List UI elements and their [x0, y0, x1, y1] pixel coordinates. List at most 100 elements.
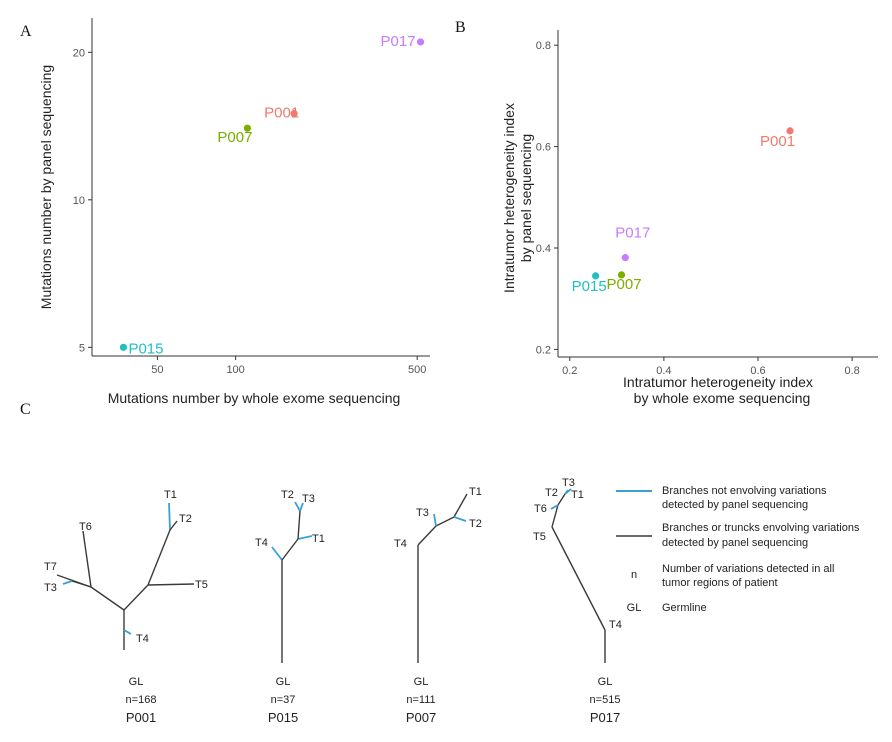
panel-label-a: A [20, 23, 32, 40]
variation-count: n=111 [406, 694, 435, 706]
node-label: T5 [195, 579, 208, 591]
data-point [416, 38, 425, 46]
variation-count: n=37 [271, 694, 296, 706]
node-label: T4 [609, 619, 622, 631]
branch [71, 580, 92, 588]
point-label: P015 [572, 278, 607, 295]
x-tick-label: 500 [408, 364, 426, 376]
node-label: T1 [164, 489, 177, 501]
y-tick-label: 0.4 [536, 243, 551, 255]
x-tick-label: 50 [151, 364, 163, 376]
blue-branch [564, 489, 569, 495]
patient-label: P015 [268, 710, 298, 725]
y-axis-title-a: Mutations number by panel sequencing [38, 65, 54, 309]
node-label: T2 [281, 489, 294, 501]
blue-branch [271, 546, 283, 561]
legend-n-text-line1: Number of variations detected in all [662, 563, 834, 575]
x-axis-title-a: Mutations number by whole exome sequenci… [108, 390, 401, 406]
patient-label: P007 [406, 710, 436, 725]
germline-label: GL [414, 676, 429, 688]
data-point [617, 271, 626, 279]
legend-gl-symbol: GL [627, 602, 642, 614]
node-label: T5 [533, 531, 546, 543]
blue-branch [123, 629, 132, 635]
germline-label: GL [129, 676, 144, 688]
tree-p007: T1 T2 T3 T4 GL n=111 P007 [394, 486, 482, 725]
node-label: T4 [394, 538, 407, 550]
branch [147, 583, 195, 586]
y-tick-label: 10 [73, 195, 85, 207]
branch [435, 516, 455, 527]
blue-branch [294, 501, 301, 512]
branch [90, 586, 125, 611]
blue-branch [550, 504, 559, 510]
branch [453, 493, 468, 518]
node-label: T1 [571, 489, 584, 501]
tree-p015: T1 T2 T3 T4 GL n=37 P015 [255, 489, 325, 725]
node-label: T2 [545, 487, 558, 499]
node-label: T3 [44, 582, 57, 594]
node-label: T3 [562, 477, 575, 489]
y-axis-title-b-line1: Intratumor heterogeneity index [501, 103, 517, 293]
point-label: P001 [760, 133, 795, 150]
blue-branch [168, 502, 171, 531]
legend-dark-text-line2: detected by panel sequencing [662, 537, 808, 549]
x-tick-label: 0.6 [750, 365, 765, 377]
legend-dark-text-line1: Branches or truncks envolving variations [662, 522, 860, 534]
legend-n-symbol: n [631, 569, 637, 581]
branch [551, 526, 606, 631]
node-label: T1 [312, 533, 325, 545]
panel-label-c: C [20, 401, 31, 418]
data-point [119, 343, 128, 351]
y-tick-label: 5 [79, 342, 85, 354]
x-axis-title-b-line1: Intratumor heterogeneity index [623, 374, 813, 390]
branch [417, 525, 437, 546]
blue-branch [453, 516, 467, 522]
data-point [290, 109, 298, 118]
scatter-chart-a: Mutations number by whole exome sequenci… [38, 18, 430, 406]
node-label: T4 [255, 537, 268, 549]
y-tick-label: 0.6 [536, 142, 551, 154]
tree-p001: T1 T2 T3 T4 T5 T6 T7 GL n=168 P001 [44, 489, 208, 725]
blue-branch [62, 580, 73, 585]
node-label: T6 [79, 521, 92, 533]
node-label: T6 [534, 503, 547, 515]
data-point [786, 127, 794, 135]
data-point [592, 272, 600, 280]
legend-n-text-line2: tumor regions of patient [662, 577, 778, 589]
y-tick-label: 20 [73, 47, 85, 59]
node-label: T3 [302, 493, 315, 505]
variation-count: n=168 [126, 694, 157, 706]
x-axis-title-b-line2: by whole exome sequencing [634, 390, 811, 406]
x-tick-label: 0.8 [844, 365, 859, 377]
node-label: T3 [416, 507, 429, 519]
phylogenetic-trees: T1 T2 T3 T4 T5 T6 T7 GL n=168 P001 T1 T2… [44, 477, 622, 725]
point-label: P015 [128, 340, 163, 357]
data-point [243, 124, 251, 132]
tree-legend: Branches not envolving variations detect… [616, 485, 860, 614]
branch [147, 529, 171, 586]
y-tick-label: 0.8 [536, 40, 551, 52]
variation-count: n=515 [590, 694, 621, 706]
branch [297, 510, 301, 540]
blue-branch [433, 513, 437, 527]
branch [551, 504, 559, 528]
blue-branch [299, 502, 304, 512]
blue-branch [297, 535, 313, 540]
x-tick-label: 0.4 [656, 365, 671, 377]
node-label: T7 [44, 561, 57, 573]
branch [557, 493, 566, 506]
point-label: P001 [264, 105, 299, 122]
branch [281, 538, 299, 561]
node-label: T1 [469, 486, 482, 498]
point-label: P017 [615, 225, 650, 242]
legend-blue-text-line2: detected by panel sequencing [662, 499, 808, 511]
point-label: P007 [607, 276, 642, 293]
point-label: P007 [217, 129, 252, 146]
y-tick-label: 0.2 [536, 344, 551, 356]
branch [82, 530, 92, 588]
node-label: T2 [179, 513, 192, 525]
y-axis-title-b-line2: by panel sequencing [518, 134, 534, 262]
branch [123, 584, 149, 611]
